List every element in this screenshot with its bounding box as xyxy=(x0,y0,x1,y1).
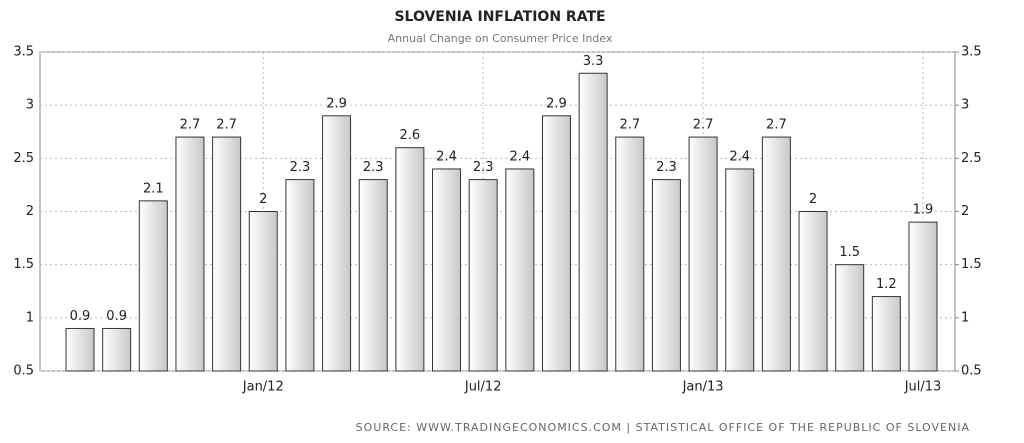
bar xyxy=(65,327,95,372)
bar xyxy=(395,147,425,372)
x-tick-label: Jul/13 xyxy=(904,380,942,395)
bar xyxy=(688,136,718,372)
y-tick-label: 1.5 xyxy=(13,257,34,272)
value-label: 0.9 xyxy=(70,309,91,324)
bar xyxy=(651,179,681,372)
y2-tick-label: 1.5 xyxy=(961,257,982,272)
value-label: 2.1 xyxy=(143,181,164,196)
value-label: 2 xyxy=(259,192,267,207)
bar xyxy=(248,211,278,372)
value-label: 1.9 xyxy=(913,203,934,218)
value-label: 2.7 xyxy=(216,118,237,133)
bar xyxy=(212,136,242,372)
y2-tick-label: 3 xyxy=(961,98,969,113)
y2-tick-label: 2 xyxy=(961,204,969,219)
y2-tick-label: 2.5 xyxy=(961,151,982,166)
bar xyxy=(505,168,535,372)
value-label: 2.4 xyxy=(436,149,457,164)
y2-tick-label: 1 xyxy=(961,310,969,325)
bar xyxy=(138,200,168,372)
chart-subtitle: Annual Change on Consumer Price Index xyxy=(388,32,613,45)
value-label: 2.7 xyxy=(693,118,714,133)
value-label: 2.3 xyxy=(363,160,384,175)
bar xyxy=(871,296,901,372)
chart-title: SLOVENIA INFLATION RATE xyxy=(394,9,605,25)
value-label: 2.7 xyxy=(766,118,787,133)
value-label: 2.3 xyxy=(473,160,494,175)
value-label: 1.5 xyxy=(839,245,860,260)
value-label: 3.3 xyxy=(583,54,604,69)
y2-tick-label: 3.5 xyxy=(961,45,982,60)
value-label: 0.9 xyxy=(106,309,127,324)
bar xyxy=(102,327,132,372)
bar xyxy=(541,115,571,372)
x-tick-label: Jan/12 xyxy=(242,380,284,395)
y-tick-label: 3 xyxy=(26,98,34,113)
source: SOURCE: WWW.TRADINGECONOMICS.COM | STATI… xyxy=(356,421,970,434)
y-tick-label: 1 xyxy=(26,310,34,325)
y-tick-label: 2.5 xyxy=(13,151,34,166)
bar xyxy=(725,168,755,372)
value-label: 2.4 xyxy=(509,149,530,164)
value-label: 2 xyxy=(809,192,817,207)
bar xyxy=(761,136,791,372)
y-tick-label: 2 xyxy=(26,204,34,219)
bar xyxy=(468,179,498,372)
bar xyxy=(615,136,645,372)
bar xyxy=(358,179,388,372)
y-tick-label: 0.5 xyxy=(13,364,34,379)
value-label: 2.3 xyxy=(656,160,677,175)
x-tick-label: Jan/13 xyxy=(682,380,724,395)
bar xyxy=(432,168,462,372)
bar xyxy=(908,221,938,372)
value-label: 2.3 xyxy=(290,160,311,175)
bar xyxy=(798,211,828,372)
value-label: 2.4 xyxy=(729,149,750,164)
bar xyxy=(175,136,205,372)
value-label: 2.7 xyxy=(619,118,640,133)
value-label: 1.2 xyxy=(876,277,897,292)
value-label: 2.6 xyxy=(400,128,421,143)
value-label: 2.9 xyxy=(326,96,347,111)
x-tick-label: Jul/12 xyxy=(464,380,502,395)
bar xyxy=(322,115,352,372)
value-label: 2.7 xyxy=(180,118,201,133)
y-tick-label: 3.5 xyxy=(13,45,34,60)
value-label: 2.9 xyxy=(546,96,567,111)
bar xyxy=(835,264,865,372)
bar xyxy=(285,179,315,372)
y2-tick-label: 0.5 xyxy=(961,364,982,379)
bar xyxy=(578,72,608,372)
